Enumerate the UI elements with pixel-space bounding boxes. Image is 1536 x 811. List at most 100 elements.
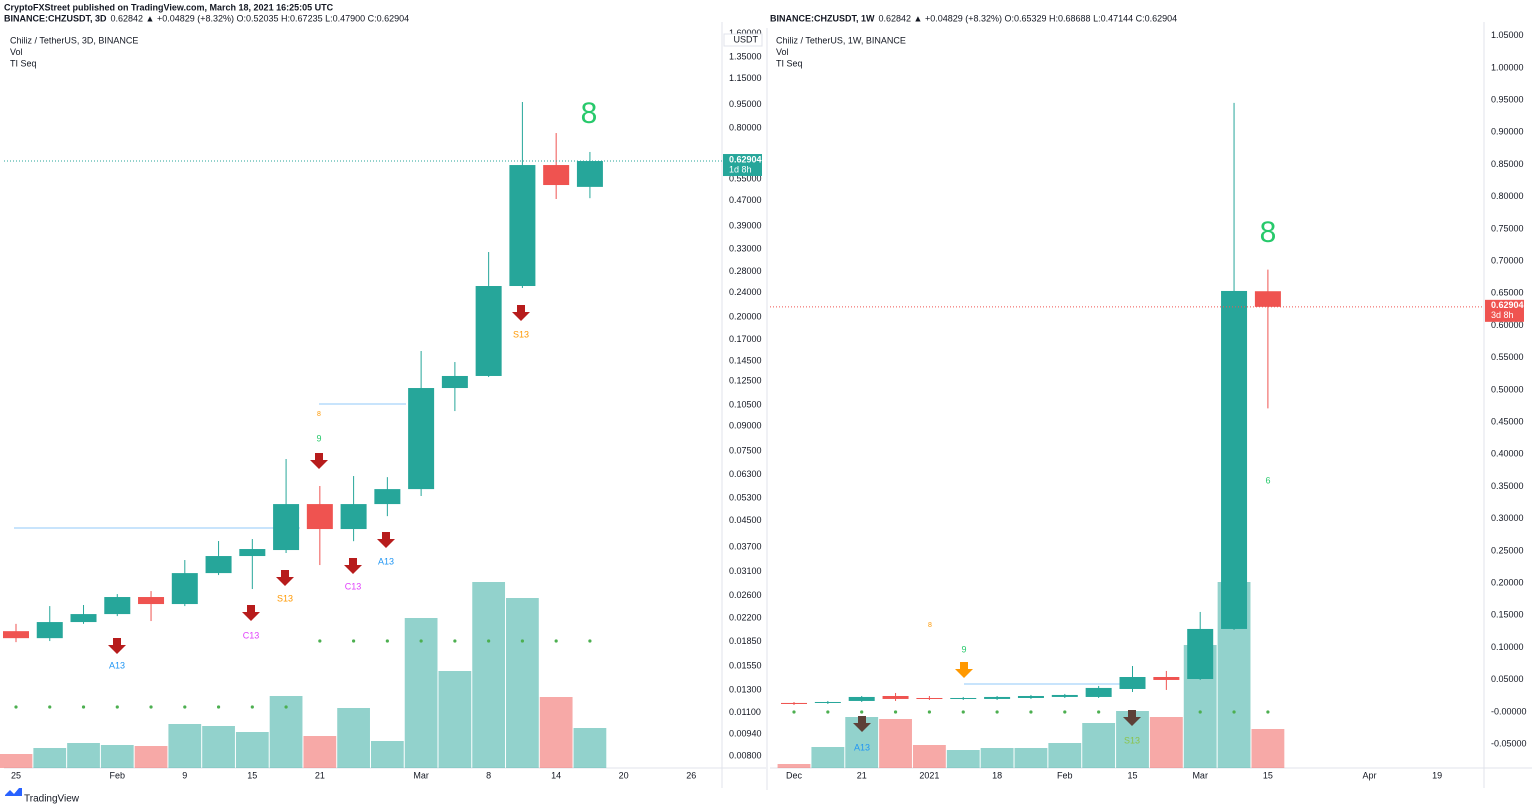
countdown-label: 1d 8h [729, 164, 752, 174]
y-tick-label: 0.20000 [729, 312, 762, 322]
last-price-label: 0.62904 [1491, 300, 1524, 310]
x-tick-label: Mar [1192, 770, 1208, 780]
candle-body [374, 489, 401, 505]
y-tick-label: -0.05000 [1491, 739, 1527, 749]
volume-bar [980, 748, 1014, 768]
td-dot [995, 710, 999, 714]
volume-bar [337, 708, 370, 768]
candle-body [1085, 687, 1112, 697]
y-tick-label: 0.01550 [729, 660, 762, 670]
td-annotation: 8 [317, 411, 321, 418]
volume-bar [404, 618, 438, 768]
x-tick-label: 18 [992, 770, 1002, 780]
x-tick-label: 21 [857, 770, 867, 780]
x-tick-label: 21 [315, 770, 325, 780]
td-dot [588, 639, 592, 643]
candle-body [104, 597, 131, 615]
td-dot [792, 710, 796, 714]
signal-arrow [344, 558, 362, 574]
y-tick-label: 0.24000 [729, 287, 762, 297]
last-price-label: 0.62904 [729, 154, 762, 164]
y-tick-label: 0.30000 [1491, 513, 1524, 523]
footer-brand[interactable]: TradingView [24, 794, 80, 805]
x-tick-label: 15 [247, 770, 257, 780]
y-tick-label: 0.10000 [1491, 642, 1524, 652]
y-tick-label: 0.95000 [729, 99, 762, 109]
td-dot [115, 705, 119, 709]
y-tick-label: 0.09000 [729, 420, 762, 430]
volume-bar [506, 598, 539, 768]
volume-bar [1048, 743, 1082, 768]
x-tick-label: 8 [486, 770, 491, 780]
volume-bar [946, 750, 980, 768]
volume-bar [67, 743, 100, 768]
td-annotation: 8 [928, 622, 932, 629]
x-tick-label: 14 [551, 770, 561, 780]
volume-bar [472, 582, 506, 768]
td-annotation: C13 [345, 581, 362, 591]
td-dot [520, 639, 525, 643]
td-dot [893, 710, 898, 714]
candle-body [950, 697, 977, 699]
y-tick-label: 0.40000 [1491, 449, 1524, 459]
td-dot [419, 639, 423, 643]
y-tick-label: 0.75000 [1491, 223, 1524, 233]
y-tick-label: 0.02600 [729, 590, 762, 600]
candle-body [171, 573, 198, 605]
y-tick-label: 0.55000 [1491, 352, 1524, 362]
y-tick-label: 0.45000 [1491, 417, 1524, 427]
candle-body [340, 504, 367, 530]
td-dot [183, 705, 187, 709]
candle-body [306, 504, 333, 530]
y-tick-label: 0.28000 [729, 266, 762, 276]
td-dot [554, 639, 558, 643]
y-tick-label: 0.47000 [729, 195, 762, 205]
y-tick-label: 0.12500 [729, 376, 762, 386]
td-dot [149, 705, 153, 709]
x-tick-label: 15 [1263, 770, 1273, 780]
td-annotation: C13 [243, 630, 260, 640]
candle-body [3, 631, 29, 639]
candle-body [1153, 676, 1180, 680]
symbol-header: BINANCE:CHZUSDT, 1W [770, 13, 875, 23]
y-tick-label: 0.25000 [1491, 545, 1524, 555]
y-tick-label: 0.03700 [729, 542, 762, 552]
legend-line: TI Seq [10, 58, 37, 68]
candle-body [1187, 628, 1214, 679]
volume-bar [1014, 748, 1048, 768]
y-tick-label: 0.85000 [1491, 159, 1524, 169]
td-dot [250, 705, 254, 709]
td-dot [453, 639, 457, 643]
td-dot [487, 639, 491, 643]
legend-line: Chiliz / TetherUS, 1W, BINANCE [776, 35, 906, 45]
legend-line: Vol [10, 47, 23, 57]
x-tick-label: 2021 [919, 770, 939, 780]
td-annotation: A13 [378, 556, 394, 566]
signal-arrow [955, 662, 973, 678]
y-tick-label: 0.50000 [1491, 384, 1524, 394]
td-dot [860, 710, 864, 714]
currency-label: USDT [734, 34, 759, 44]
candle-body [848, 696, 875, 701]
td-dot [48, 705, 52, 709]
td-dot [961, 710, 965, 714]
quote-header: 0.62842 ▲ +0.04829 (+8.32%) O:0.52035 H:… [111, 13, 410, 23]
x-tick-label: 19 [1432, 770, 1442, 780]
volume-bar [33, 748, 67, 768]
td-annotation: S13 [277, 593, 293, 603]
y-tick-label: 0.05300 [729, 493, 762, 503]
volume-bar [438, 671, 472, 768]
y-tick-label: 0.15000 [1491, 610, 1524, 620]
td-annotation: A13 [109, 660, 125, 670]
x-tick-label: Feb [110, 770, 126, 780]
y-tick-label: 0.65000 [1491, 288, 1524, 298]
signal-arrow [276, 570, 294, 586]
candle-body [205, 556, 232, 574]
td-dot [1029, 710, 1033, 714]
signal-arrow [377, 532, 395, 548]
volume-bar [303, 736, 337, 768]
candle-body [441, 375, 468, 389]
y-tick-label: 0.05000 [1491, 674, 1524, 684]
y-tick-label: 0.17000 [729, 334, 762, 344]
y-tick-label: 0.01100 [729, 707, 761, 717]
